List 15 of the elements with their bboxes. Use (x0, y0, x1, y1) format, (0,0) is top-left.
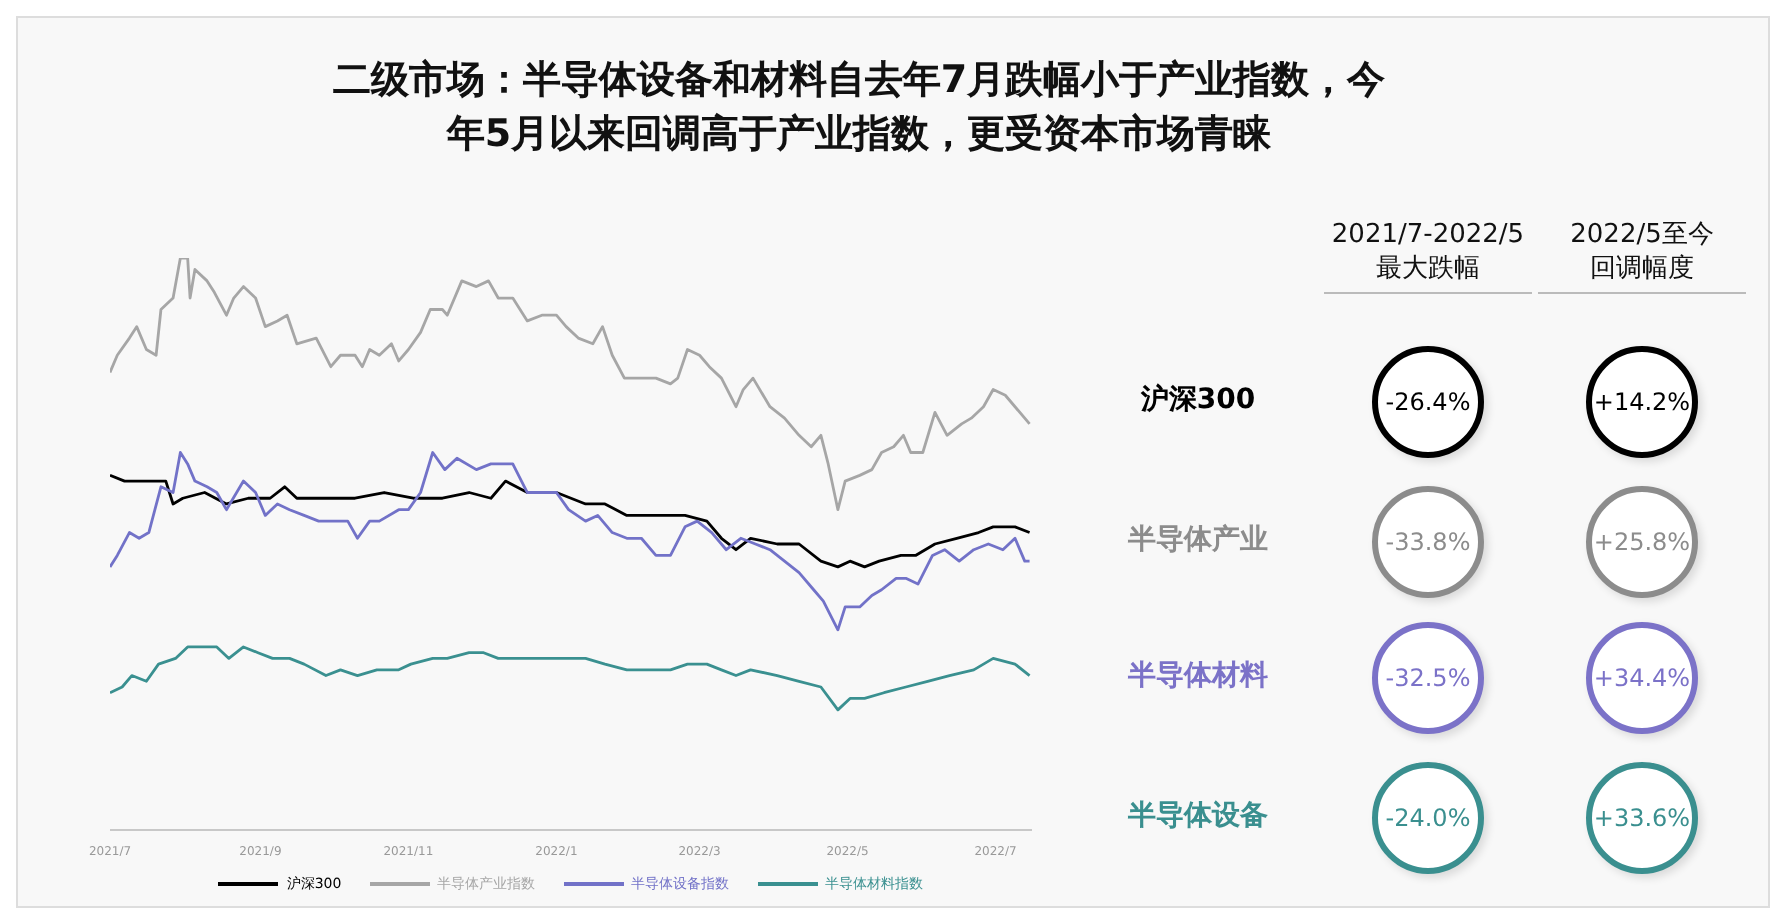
text: -26.4% (1385, 388, 1471, 416)
category-label: 2022/5至今回调幅度 (1568, 218, 1716, 286)
text: +34.4% (1593, 664, 1691, 692)
category-label: 半导体设备 (1128, 800, 1268, 832)
text: +14.2% (1593, 388, 1691, 416)
text: +33.6% (1593, 804, 1691, 832)
category-label: 半导体产业 (1128, 524, 1268, 556)
text: +25.8% (1593, 528, 1691, 556)
category-label: 沪深300 (1140, 384, 1256, 416)
text: -32.5% (1385, 664, 1471, 692)
text: -33.8% (1385, 528, 1471, 556)
category-label: 2021/7-2022/5最大跌幅 (1329, 218, 1527, 286)
text: -24.0% (1385, 804, 1471, 832)
category-label: 半导体材料 (1128, 660, 1268, 692)
chart-title: 二级市场：半导体设备和材料自去年7月跌幅小于产业指数，今年5月以来回调高于产业指数，更受资本市场青睐 (330, 56, 1388, 160)
